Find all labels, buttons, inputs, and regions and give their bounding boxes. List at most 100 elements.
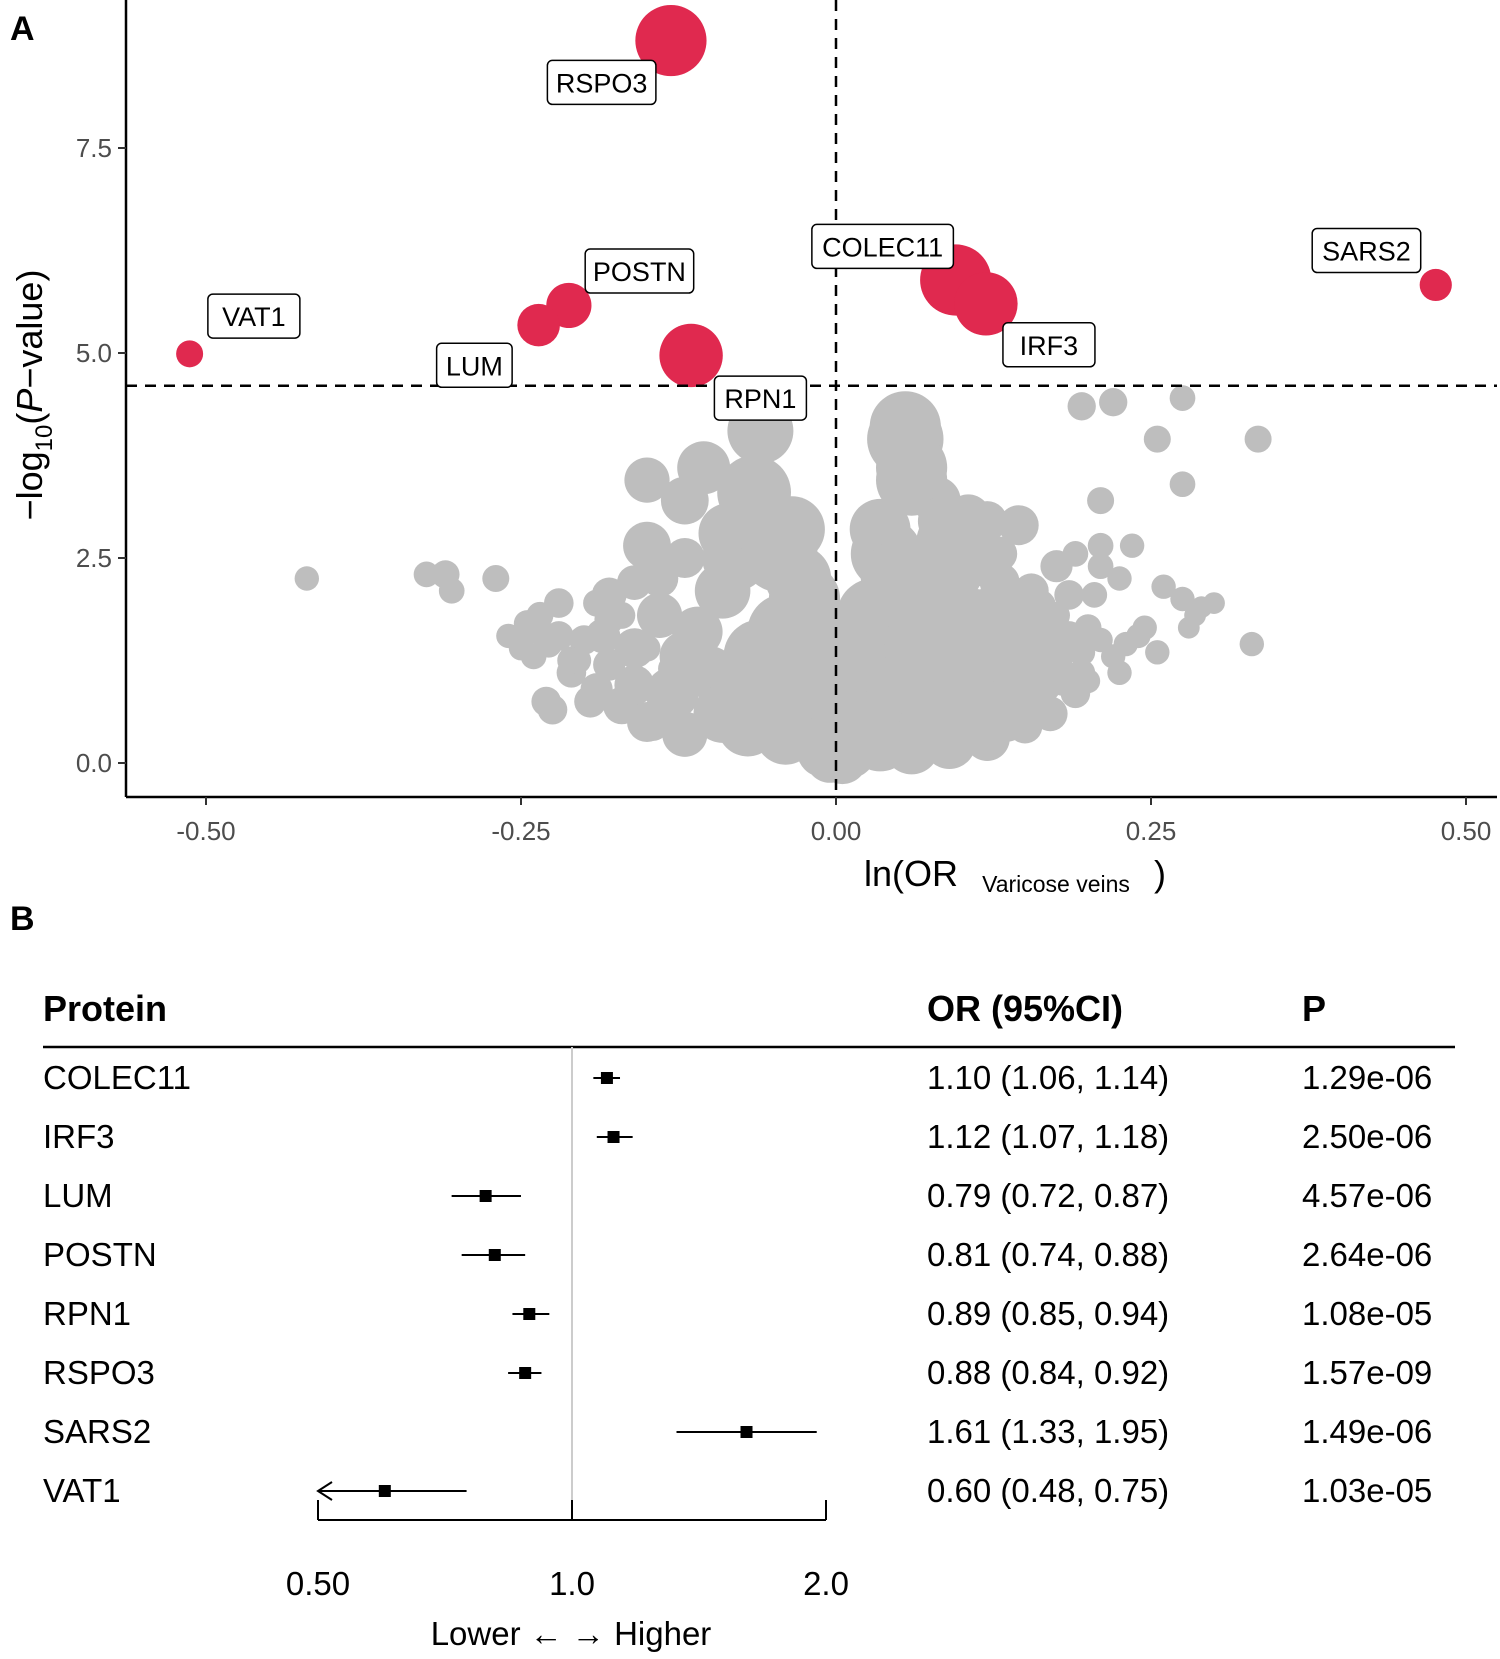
label-sars2: SARS2 [1311,227,1422,274]
point-nonsignificant [660,476,709,525]
label-irf3: IRF3 [1002,322,1096,368]
point-nonsignificant [1075,668,1101,694]
or-point [488,1249,501,1261]
label-box [1002,322,1096,368]
point-nonsignificant [537,694,568,725]
point-nonsignificant [637,592,683,639]
table-row: LUM 0.79 (0.72, 0.87) 4.57e-06 [43,1177,1432,1214]
point-nonsignificant [672,606,723,657]
x-tick-label: -0.25 [491,816,550,846]
point-nonsignificant [1119,533,1145,558]
protein-name: SARS2 [43,1413,151,1450]
point-nonsignificant [664,538,705,578]
point-sars2 [1419,268,1452,302]
label-text: VAT1 [222,302,286,332]
x-axis-title-sub: Varicose veins [982,871,1130,897]
x-tick-label: -0.50 [176,816,235,846]
point-nonsignificant [1088,627,1113,653]
forest-rows: COLEC11 1.10 (1.06, 1.14) 1.29e-06 IRF3 1.12… [43,1047,1432,1520]
point-nonsignificant [294,566,319,591]
point-nonsignificant [817,733,868,785]
point-nonsignificant [513,610,541,638]
or-point [479,1190,492,1202]
forest-tick-label: 2.0 [803,1565,849,1602]
point-nonsignificant [1087,553,1114,580]
point-nonsignificant [438,577,465,604]
point-nonsignificant [1143,425,1171,453]
or-point [607,1131,620,1143]
point-nonsignificant [1054,580,1084,610]
table-row: IRF3 1.12 (1.07, 1.18) 2.50e-06 [43,1118,1432,1155]
label-box [546,59,657,106]
p-value: 4.57e-06 [1302,1177,1432,1214]
point-nonsignificant [593,648,626,681]
point-nonsignificant [608,601,636,629]
point-nonsignificant [496,623,521,649]
label-vat1: VAT1 [207,293,301,339]
header-or: OR (95%CI) [927,988,1123,1029]
or-ci-value: 0.79 (0.72, 0.87) [927,1177,1169,1214]
table-row: COLEC11 1.10 (1.06, 1.14) 1.29e-06 [43,1059,1432,1096]
or-ci-value: 0.89 (0.85, 0.94) [927,1295,1169,1332]
table-row: SARS2 1.61 (1.33, 1.95) 1.49e-06 [43,1413,1432,1450]
point-nonsignificant [658,654,687,683]
label-text: POSTN [593,257,686,287]
label-text: RPN1 [724,384,796,414]
forest-tick-label: 0.50 [286,1565,350,1602]
p-value: 1.57e-09 [1302,1354,1432,1391]
volcano-axes: -0.50 -0.25 0.00 0.25 0.50 0.0 2.5 5.0 7.5 [76,0,1497,846]
or-ci-value: 0.60 (0.48, 0.75) [927,1472,1169,1509]
p-value: 1.29e-06 [1302,1059,1432,1096]
x-axis-title: ln(OR Varicose veins ) [864,853,1166,897]
label-box [435,342,513,389]
point-nonsignificant [1062,541,1089,567]
point-nonsignificant [1244,425,1272,453]
label-text: SARS2 [1322,237,1411,267]
protein-name: POSTN [43,1236,157,1273]
label-box [207,293,301,339]
point-nonsignificant [1239,631,1265,657]
y-axis-title: −log10(P−value) [9,270,58,521]
point-nonsignificant [998,505,1039,546]
point-nonsignificant [929,547,983,601]
point-nonsignificant [883,718,940,775]
label-rspo3: RSPO3 [546,59,657,106]
label-box [584,248,695,294]
label-postn: POSTN [584,248,695,294]
point-nonsignificant [633,634,661,662]
volcano-points [176,4,1452,785]
point-nonsignificant [1001,634,1037,670]
protein-name: RSPO3 [43,1354,155,1391]
table-row: RPN1 0.89 (0.85, 0.94) 1.08e-05 [43,1295,1432,1332]
y-axis-title-text: −log10(P−value) [9,270,58,521]
y-tick-label: 2.5 [76,543,112,573]
point-nonsignificant [1107,660,1132,685]
y-tick-label: 7.5 [76,133,112,163]
p-value: 2.64e-06 [1302,1236,1432,1273]
point-lum [517,303,560,347]
or-ci-value: 1.61 (1.33, 1.95) [927,1413,1169,1450]
label-text: COLEC11 [822,232,943,262]
or-point [519,1367,532,1379]
label-rpn1: RPN1 [713,375,808,421]
or-point [523,1308,536,1320]
point-nonsignificant [638,711,669,741]
point-nonsignificant [1177,616,1200,639]
threshold-lines [126,0,1497,797]
y-tick-label: 0.0 [76,748,112,778]
x-axis-title-close: ) [1154,853,1166,894]
x-tick-label: 0.25 [1126,816,1177,846]
label-box [713,375,808,421]
panel-a-letter: A [10,10,35,48]
point-nonsignificant [1013,573,1049,609]
point-nonsignificant [1169,471,1196,498]
point-nonsignificant [973,607,1014,648]
point-nonsignificant [1107,566,1132,591]
point-vat1 [176,340,204,368]
table-row: RSPO3 0.88 (0.84, 0.92) 1.57e-09 [43,1354,1432,1391]
or-point [600,1072,613,1084]
forest-axis: 0.50 1.0 2.0 [286,1500,849,1602]
point-nonsignificant [967,501,1008,542]
